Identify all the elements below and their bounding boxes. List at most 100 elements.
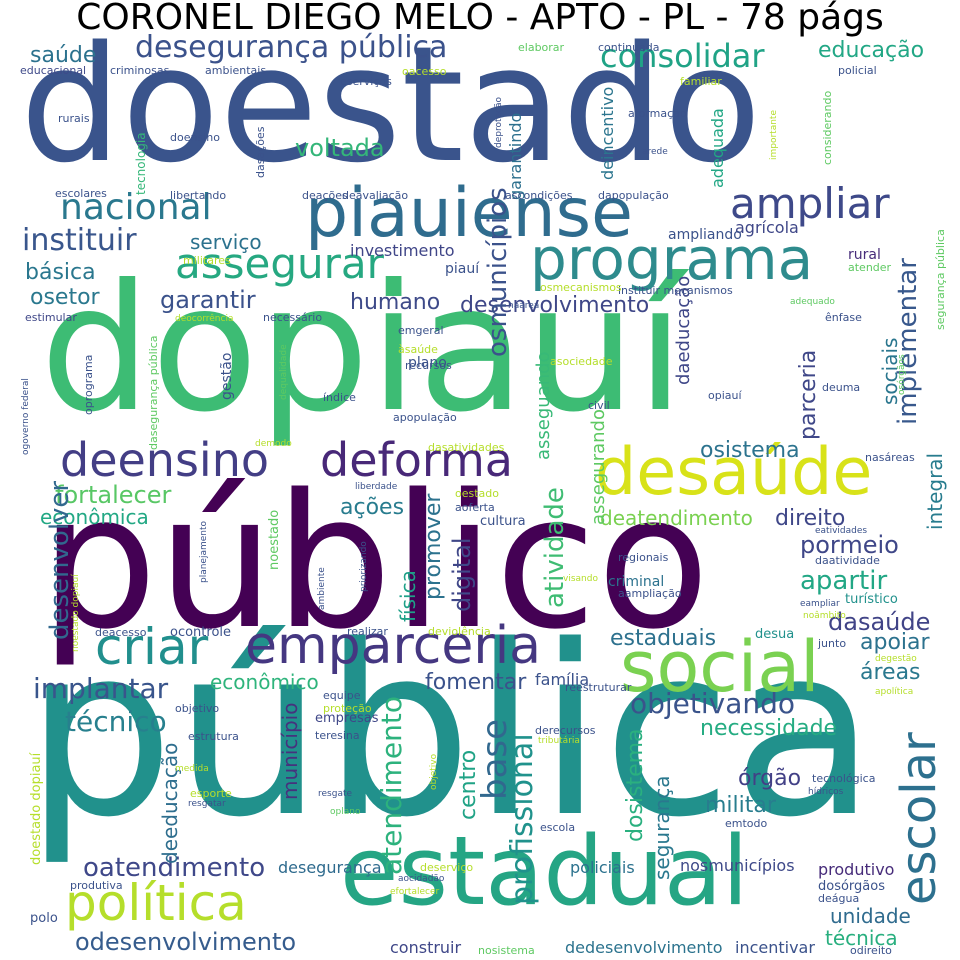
cloud-word: deensino [60, 433, 269, 487]
cloud-word: daatividade [815, 554, 880, 567]
cloud-word: osistema [700, 438, 800, 463]
cloud-word: oatendimento [83, 853, 266, 883]
cloud-word: público [40, 454, 710, 670]
cloud-word: proteção [323, 702, 372, 715]
cloud-word: produtiva [70, 879, 123, 892]
cloud-word: elaborar [518, 41, 565, 54]
cloud-word: aformação [628, 107, 687, 120]
cloud-word: desua [755, 627, 795, 642]
cloud-word: dapopulação [598, 189, 669, 202]
cloud-word: odireito [850, 944, 892, 957]
cloud-word: dasatividades [428, 441, 505, 454]
cloud-word: derecursos [535, 724, 596, 737]
page-title: CORONEL DIEGO MELO - APTO - PL - 78 págs [76, 0, 884, 38]
cloud-word: áreas [860, 660, 921, 685]
cloud-word: fomentar [425, 670, 527, 695]
cloud-word: deserviço [420, 861, 474, 874]
cloud-word: oplano [330, 807, 361, 817]
cloud-word: equipe [323, 689, 361, 702]
cloud-word: continuada [598, 41, 660, 54]
cloud-word: garantindo [506, 112, 525, 200]
cloud-word: deuma [822, 381, 861, 394]
cloud-word: osmecanismos [540, 281, 622, 294]
cloud-word: osórgãos [897, 354, 907, 395]
cloud-word: escola [540, 821, 576, 834]
cloud-word: planejamento [199, 520, 209, 583]
cloud-word: desegurança [278, 858, 382, 877]
cloud-word: digital [448, 537, 476, 612]
cloud-word: ações [340, 495, 405, 520]
cloud-word: escolar [891, 732, 947, 905]
cloud-word: atender [848, 261, 892, 274]
cloud-word: oprograma [82, 354, 95, 415]
cloud-word: ambientais [205, 64, 267, 77]
cloud-word: criar [95, 618, 209, 676]
cloud-word: deágua [818, 892, 860, 905]
cloud-word: direito [775, 506, 846, 531]
cloud-word: integral [923, 452, 947, 530]
cloud-word: eserviços [340, 75, 392, 88]
cloud-word: ogoverno federal [21, 378, 31, 455]
cloud-word: cultura [480, 514, 526, 529]
cloud-word: desenvolver [45, 480, 75, 640]
cloud-word: física [396, 570, 420, 622]
cloud-word: objetivo [429, 753, 439, 790]
cloud-word: noestado dopiauí [71, 574, 81, 652]
cloud-word: dasaúde [828, 608, 931, 636]
cloud-word: atividade [540, 487, 570, 608]
cloud-word: econômico [210, 670, 319, 694]
cloud-word: deavaliação [342, 189, 409, 202]
cloud-word: desegurança pública [135, 30, 448, 65]
cloud-word: junto [818, 637, 847, 650]
cloud-word: assegurar [175, 239, 384, 288]
cloud-word: serviço [190, 230, 262, 254]
cloud-word: dasegurança pública [147, 335, 160, 450]
cloud-word: importante [769, 109, 779, 160]
cloud-word: deeducação [158, 742, 182, 864]
cloud-word: incentivar [735, 938, 815, 957]
cloud-word: odesenvolvimento [75, 928, 297, 956]
cloud-word: necessário [263, 311, 323, 324]
cloud-word: reestruturar [565, 681, 632, 694]
cloud-word: tecnológica [812, 772, 876, 785]
cloud-word: estaduais [610, 626, 717, 651]
cloud-word: desenvolvimento [460, 293, 650, 318]
cloud-word: eatividades [815, 526, 868, 536]
cloud-word: deincentivo [598, 86, 617, 180]
cloud-word: emgeral [398, 324, 444, 337]
cloud-word: priorizando [359, 541, 369, 592]
cloud-word: arede [642, 147, 668, 157]
cloud-word: recursos [405, 359, 452, 372]
cloud-word: construir [390, 938, 462, 957]
cloud-word: piauiense [305, 174, 633, 253]
cloud-word: ascondições [505, 189, 573, 202]
cloud-word: dequalidade [279, 344, 289, 400]
cloud-word: instituir [22, 223, 137, 258]
cloud-word: agrícola [735, 218, 799, 237]
cloud-word: ênfase [825, 311, 862, 324]
cloud-word: tecnologia [134, 132, 148, 195]
cloud-word: dosistema [623, 728, 648, 842]
cloud-word: instituir mecanismos [618, 284, 733, 297]
cloud-word: aoferta [455, 501, 495, 514]
cloud-word: emparceria [245, 616, 542, 676]
cloud-word: nosistema [478, 944, 535, 957]
cloud-word: ambiente [317, 567, 327, 610]
cloud-word: garantir [160, 286, 256, 314]
cloud-word: doestado dopiauí [29, 752, 44, 865]
cloud-word: visando [563, 574, 598, 584]
cloud-word: unidade [830, 904, 911, 928]
cloud-word: deproteção [494, 96, 504, 148]
cloud-word: deações [302, 189, 348, 202]
cloud-word: oacesso [402, 65, 447, 78]
cloud-word: educacional [20, 64, 87, 77]
cloud-word: teresina [315, 729, 360, 742]
cloud-word: estadual [340, 817, 749, 927]
cloud-word: osetor [30, 285, 100, 310]
cloud-word: medida [175, 764, 209, 774]
cloud-word: básica [25, 260, 96, 285]
cloud-word: eampliar [800, 599, 840, 609]
cloud-word: turístico [845, 592, 898, 607]
cloud-word: objetivando [630, 687, 796, 720]
cloud-word: ampliando [668, 227, 742, 243]
